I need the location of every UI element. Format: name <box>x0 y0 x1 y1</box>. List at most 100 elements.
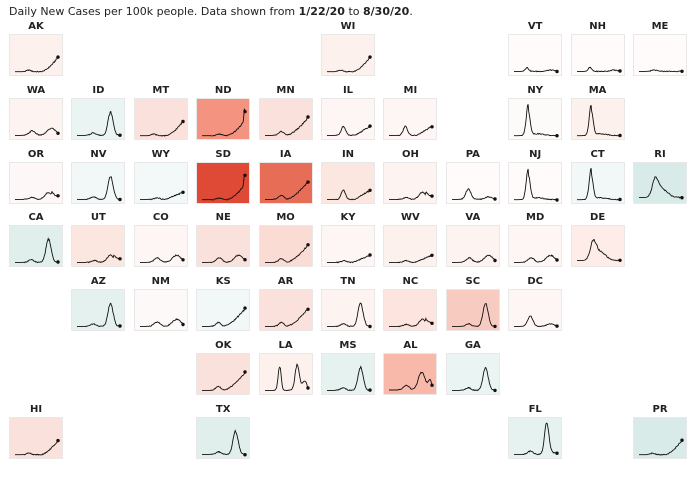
series-end-point <box>56 193 60 198</box>
series-end-point <box>243 173 247 177</box>
sparkline-chart <box>514 254 559 264</box>
chart-caption: Daily New Cases per 100k people. Data sh… <box>9 5 413 18</box>
sparkline-chart <box>15 127 60 136</box>
state-tile-de: DE <box>570 211 625 273</box>
series-line <box>327 255 371 264</box>
state-label: ME <box>651 21 669 32</box>
state-label: AR <box>277 276 294 288</box>
sparkline-chart <box>327 302 372 329</box>
state-tile-ne: NE <box>196 211 251 273</box>
sparkline-chart <box>389 253 435 264</box>
series-end-point <box>493 324 497 329</box>
state-label: CT <box>590 148 605 160</box>
series-line <box>639 69 683 73</box>
sparkline-chart <box>202 370 247 392</box>
sparkline-chart <box>15 190 60 200</box>
sparkline-chart <box>327 365 372 392</box>
state-tile-wa: WA <box>9 84 63 146</box>
series-end-point <box>430 253 435 258</box>
state-tile-co: CO <box>133 211 188 273</box>
state-sparkline-box <box>196 289 251 332</box>
state-label: DE <box>590 212 606 224</box>
state-label: CA <box>28 212 44 224</box>
sparkline-chart <box>514 422 559 456</box>
series-line <box>139 254 183 264</box>
sparkline-chart <box>327 55 372 73</box>
sparkline-chart <box>451 187 497 201</box>
series-line <box>139 120 184 137</box>
series-line <box>202 254 246 264</box>
state-tile-al: AL <box>383 339 438 401</box>
series-end-point <box>617 69 622 73</box>
state-tile-dc: DC <box>508 275 563 337</box>
caption-start-date: 1/22/20 <box>298 5 345 18</box>
series-line <box>202 173 246 201</box>
state-tile-oh: OH <box>383 148 438 210</box>
state-tile-ms: MS <box>321 339 375 401</box>
series-end-point <box>680 438 684 442</box>
series-end-point <box>118 133 123 137</box>
sparkline-chart <box>389 190 435 200</box>
state-label: TN <box>340 276 356 288</box>
series-end-point <box>555 451 559 455</box>
state-label: IN <box>341 148 355 160</box>
state-label: HI <box>29 403 43 415</box>
state-label: PR <box>652 403 668 415</box>
state-sparkline-box <box>321 353 375 395</box>
state-tile-ky: KY <box>321 211 375 273</box>
series-line <box>639 175 683 199</box>
state-label: LA <box>278 340 293 351</box>
series-line <box>139 191 183 200</box>
sparkline-chart <box>202 108 247 137</box>
state-tile-az: AZ <box>71 275 126 337</box>
state-sparkline-box <box>445 353 500 395</box>
state-label: NJ <box>529 148 542 160</box>
state-tile-ga: GA <box>445 339 500 401</box>
series-end-point <box>181 190 185 194</box>
state-sparkline-box <box>383 97 438 140</box>
state-label: OK <box>215 340 232 351</box>
series-end-point <box>555 324 559 328</box>
state-tile-me: ME <box>633 20 687 82</box>
state-tile-nm: NM <box>133 275 188 337</box>
series-line <box>576 104 620 137</box>
series-end-point <box>430 124 435 129</box>
state-tile-ar: AR <box>258 275 313 337</box>
state-sparkline-box <box>570 225 625 268</box>
state-tile-mn: MN <box>258 84 313 146</box>
state-sparkline-box <box>508 225 563 268</box>
state-label: OH <box>401 148 419 160</box>
state-label: ND <box>214 84 232 96</box>
series-end-point <box>181 258 185 262</box>
state-label: MO <box>276 212 295 224</box>
state-tile-sc: SC <box>445 275 500 337</box>
state-label: SC <box>465 276 481 288</box>
state-tile-la: LA <box>258 339 313 401</box>
sparkline-chart <box>77 175 123 201</box>
state-tile-ny: NY <box>508 84 563 146</box>
series-end-point <box>305 307 310 312</box>
state-label: WI <box>340 21 356 32</box>
sparkline-chart <box>264 307 310 328</box>
series-end-point <box>555 133 559 138</box>
series-end-point <box>617 133 622 137</box>
sparkline-chart <box>514 315 559 328</box>
state-label: NC <box>402 276 419 288</box>
state-sparkline-box <box>445 225 500 268</box>
sparkline-chart <box>15 55 60 73</box>
series-line <box>327 188 371 200</box>
series-line <box>576 239 620 262</box>
state-tile-nc: NC <box>383 275 438 337</box>
state-sparkline-box <box>445 289 500 332</box>
state-tile-or: OR <box>9 148 63 210</box>
series-end-point <box>305 115 310 119</box>
state-sparkline-box <box>570 97 625 140</box>
series-end-point <box>555 69 559 74</box>
sparkline-chart <box>576 167 622 201</box>
state-tile-tn: TN <box>321 275 375 337</box>
state-sparkline-box <box>196 161 251 204</box>
state-tile-ia: IA <box>258 148 313 210</box>
series-line <box>514 66 558 73</box>
state-sparkline-box <box>71 289 126 332</box>
series-end-point <box>305 386 310 390</box>
